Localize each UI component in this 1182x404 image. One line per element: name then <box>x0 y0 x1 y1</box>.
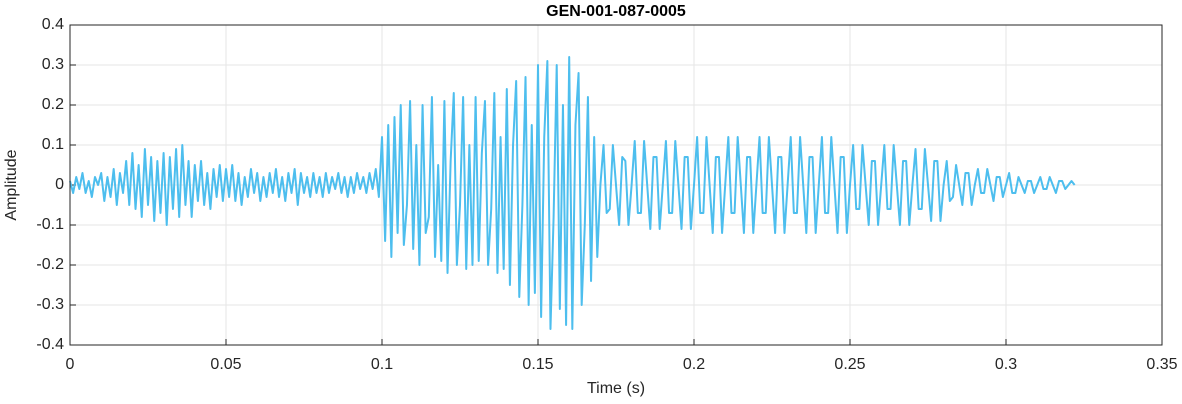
chart-title: GEN-001-087-0005 <box>546 3 686 20</box>
x-axis-label: Time (s) <box>587 380 645 397</box>
y-tick-label: 0.4 <box>42 16 64 33</box>
x-tick-label: 0.1 <box>371 356 393 373</box>
y-tick-label: 0.1 <box>42 136 64 153</box>
y-tick-label: 0.3 <box>42 56 64 73</box>
y-tick-label: -0.4 <box>36 336 64 353</box>
y-tick-label: -0.3 <box>36 296 64 313</box>
waveform-line <box>69 56 1076 330</box>
x-tick-label: 0 <box>66 356 75 373</box>
x-tick-label: 0.05 <box>210 356 241 373</box>
y-tick-label: 0.2 <box>42 96 64 113</box>
y-tick-label: -0.1 <box>36 216 64 233</box>
x-tick-label: 0.35 <box>1146 356 1177 373</box>
plot-area <box>69 56 1076 330</box>
y-tick-label: -0.2 <box>36 256 64 273</box>
x-tick-label: 0.2 <box>683 356 705 373</box>
axes-box <box>69 24 1163 346</box>
y-axis-label: Amplitude <box>3 149 20 220</box>
x-tick-label: 0.3 <box>995 356 1017 373</box>
y-tick-label: 0 <box>55 176 64 193</box>
x-tick-label: 0.15 <box>522 356 553 373</box>
x-tick-label: 0.25 <box>834 356 865 373</box>
